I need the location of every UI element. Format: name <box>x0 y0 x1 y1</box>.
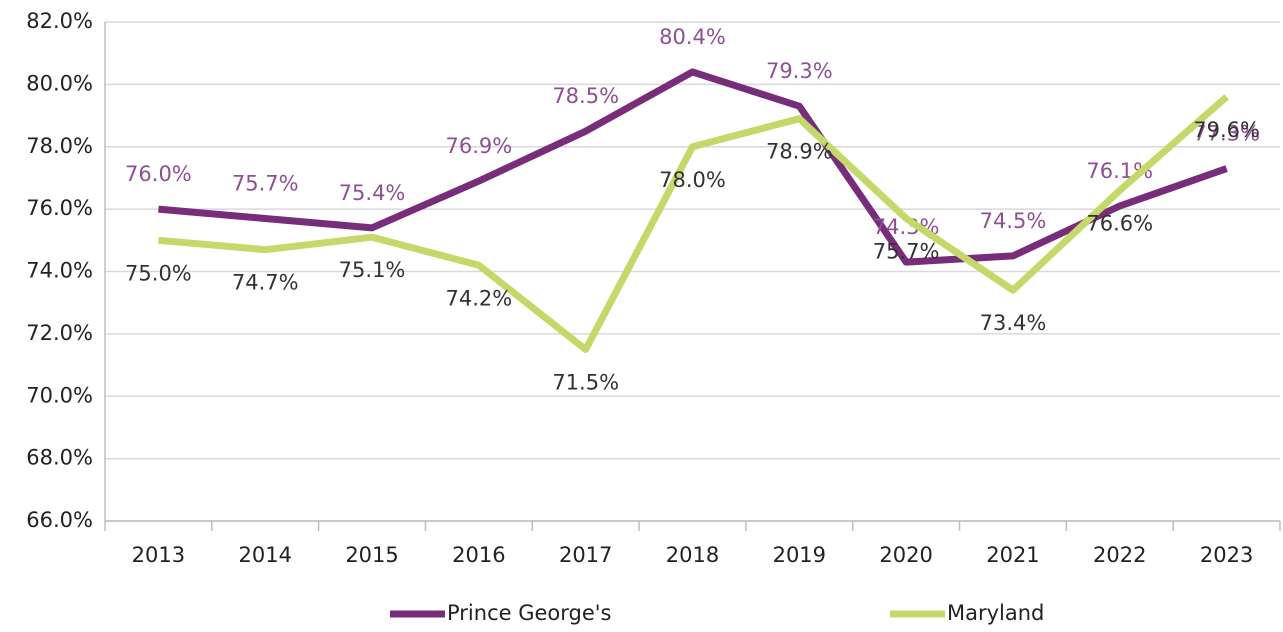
y-tick-label: 76.0% <box>26 196 93 220</box>
x-tick-label: 2015 <box>345 543 398 567</box>
data-label: 76.0% <box>125 162 192 186</box>
legend-label: Prince George's <box>447 601 611 625</box>
x-tick-label: 2020 <box>879 543 932 567</box>
x-tick-label: 2022 <box>1093 543 1146 567</box>
y-tick-label: 74.0% <box>26 259 93 283</box>
x-tick-label: 2019 <box>773 543 826 567</box>
y-tick-label: 66.0% <box>26 508 93 532</box>
y-tick-label: 80.0% <box>26 71 93 95</box>
data-label: 77.3% <box>1193 122 1260 146</box>
legend-label: Maryland <box>947 601 1044 625</box>
x-tick-label: 2017 <box>559 543 612 567</box>
data-label: 74.7% <box>232 271 299 295</box>
data-label: 78.5% <box>552 84 619 108</box>
data-label: 75.7% <box>232 171 299 195</box>
data-label: 73.4% <box>980 311 1047 335</box>
data-label: 78.9% <box>766 140 833 164</box>
series-line <box>158 94 1229 353</box>
y-tick-label: 82.0% <box>26 9 93 33</box>
data-label: 76.9% <box>446 134 513 158</box>
data-label: 79.6% <box>1193 118 1260 142</box>
data-label: 79.3% <box>766 59 833 83</box>
data-label: 75.4% <box>339 181 406 205</box>
x-tick-label: 2023 <box>1200 543 1253 567</box>
x-tick-label: 2016 <box>452 543 505 567</box>
y-tick-label: 68.0% <box>26 446 93 470</box>
data-label: 75.0% <box>125 261 192 285</box>
data-label: 75.1% <box>339 258 406 282</box>
x-tick-label: 2018 <box>666 543 719 567</box>
data-label: 76.6% <box>1086 211 1153 235</box>
data-label: 80.4% <box>659 25 726 49</box>
series-line <box>158 68 1228 266</box>
data-label: 75.7% <box>873 239 940 263</box>
data-label: 71.5% <box>552 370 619 394</box>
data-label: 78.0% <box>659 168 726 192</box>
x-tick-label: 2014 <box>239 543 292 567</box>
x-tick-label: 2021 <box>986 543 1039 567</box>
data-label: 74.5% <box>980 209 1047 233</box>
y-tick-label: 70.0% <box>26 383 93 407</box>
x-tick-label: 2013 <box>132 543 185 567</box>
data-label: 74.2% <box>446 286 513 310</box>
y-tick-label: 78.0% <box>26 134 93 158</box>
y-tick-label: 72.0% <box>26 321 93 345</box>
